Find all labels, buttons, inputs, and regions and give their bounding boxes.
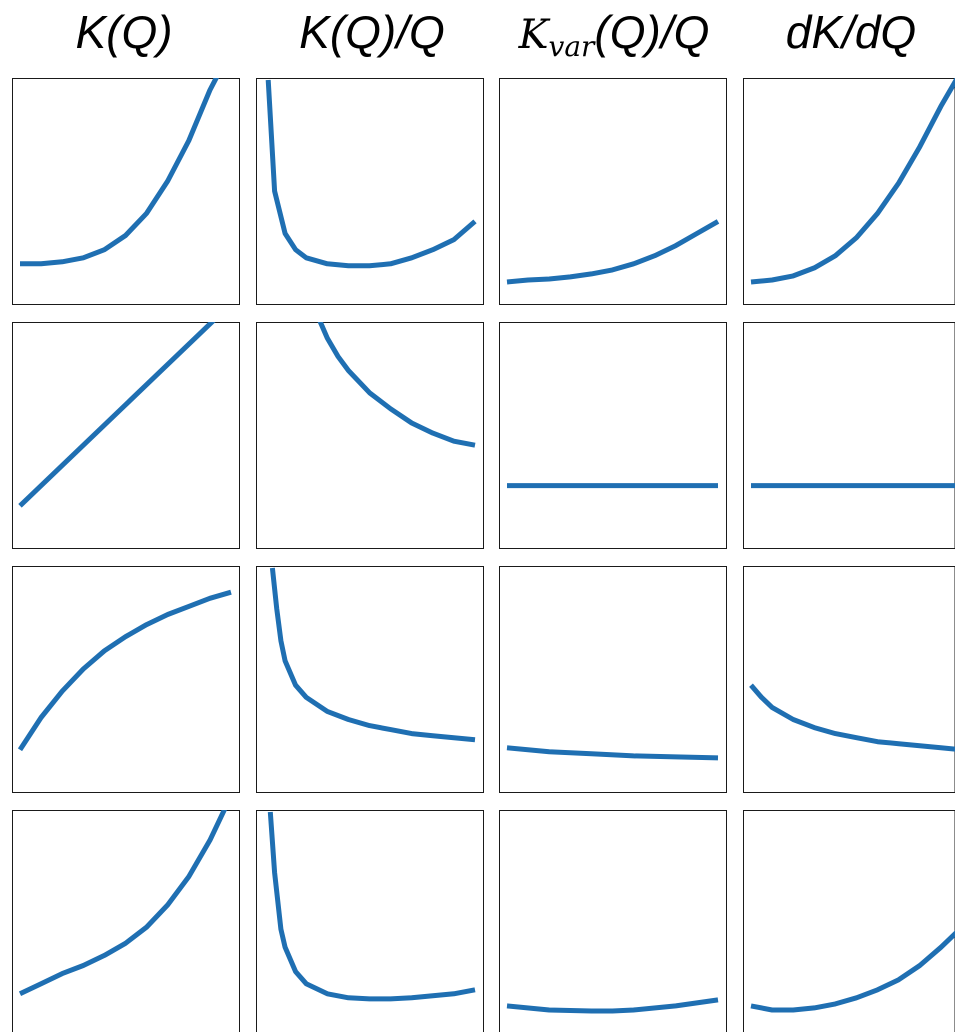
panel-r2-c1 [12,322,240,549]
panel-frame [12,322,240,549]
panel-r3-c4 [743,566,955,793]
panel-r1-c4 [743,78,955,305]
series-line-r4-c3 [506,997,719,1014]
panel-r2-c3 [499,322,727,549]
panel-frame [256,810,484,1032]
panel-frame [743,322,955,549]
panel-r4-c1 [12,810,240,1032]
panel-r3-c3 [499,566,727,793]
panel-r1-c2 [256,78,484,305]
panel-frame [743,78,955,305]
series-line-r3-c3 [506,745,719,761]
series-line-r4-c4 [750,930,955,1013]
panel-frame [743,566,955,793]
series-line-r1-c1 [20,78,220,267]
panel-r3-c1 [12,566,240,793]
series-line-r2-c2 [317,322,476,448]
series-line-r3-c2 [269,567,476,743]
panel-r2-c4 [743,322,955,549]
series-line-r1-c4 [750,78,955,285]
panel-r4-c3 [499,810,727,1032]
panel-frame [743,810,955,1032]
panel-frame [499,566,727,793]
column-header-k-over-q: K(Q)/Q [299,6,445,58]
series-line-r3-c4 [749,683,955,752]
panel-frame [499,78,727,305]
series-line-r1-c2 [265,79,477,269]
column-header-dk-dq: dK/dQ [785,6,917,58]
series-line-r2-c1 [18,322,216,508]
column-header-kvar-over-q: Kvar(Q)/Q [494,2,734,72]
series-line-r3-c1 [17,589,232,752]
series-line-r1-c3 [506,219,720,285]
series-line-r4-c2 [267,811,476,1002]
panel-r1-c3 [499,78,727,305]
column-header-k: K(Q) [75,6,173,58]
panel-frame [256,566,484,793]
panel-frame [256,78,484,305]
panel-r4-c2 [256,810,484,1032]
panel-frame [499,322,727,549]
panel-frame [256,322,484,549]
panel-frame [499,810,727,1032]
panel-r1-c1 [12,78,240,305]
panel-frame [12,566,240,793]
panel-frame [12,78,240,305]
panel-r4-c4 [743,810,955,1032]
panel-r3-c2 [256,566,484,793]
column-header-kvar-rest: (Q)/Q [594,6,710,58]
series-line-r4-c1 [18,810,228,997]
panel-r2-c2 [256,322,484,549]
column-header-kvar-main: K [518,12,549,58]
panel-frame [12,810,240,1032]
column-header-kvar-subscript: var [548,30,595,63]
